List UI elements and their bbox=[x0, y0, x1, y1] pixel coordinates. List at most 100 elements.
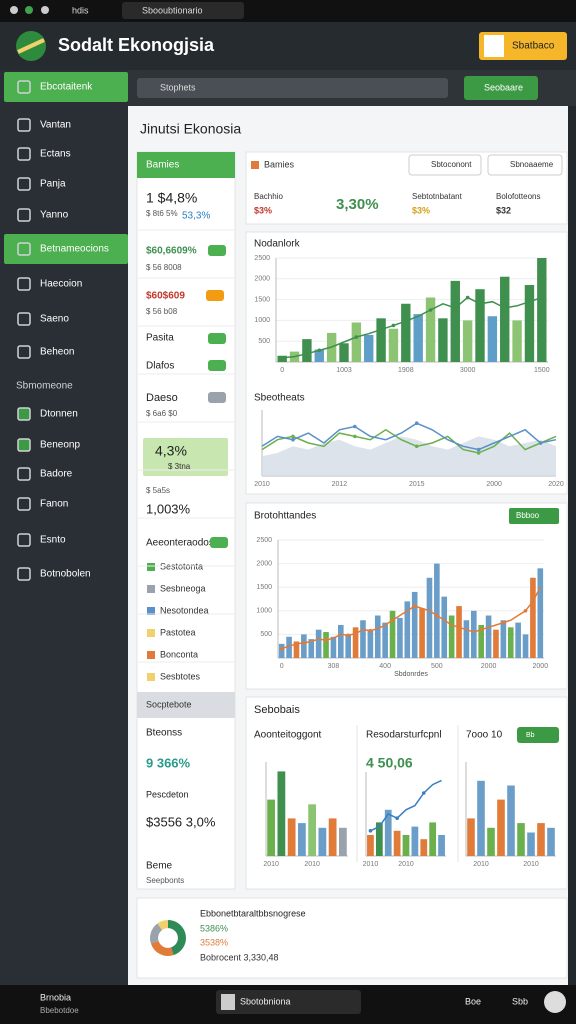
left-line: $60,6609% bbox=[146, 246, 197, 257]
toggle-label[interactable]: Bb bbox=[526, 732, 535, 739]
nav-item[interactable]: Ectans bbox=[40, 149, 71, 160]
logo-mark bbox=[17, 38, 45, 54]
bar bbox=[470, 610, 477, 658]
x-tick-label: 2020 bbox=[548, 481, 564, 488]
bar bbox=[330, 636, 337, 658]
footer-center-label[interactable]: Sbotobniona bbox=[240, 996, 291, 1006]
y-tick-label: 2500 bbox=[256, 537, 272, 544]
trend-dot bbox=[395, 816, 399, 820]
point bbox=[538, 441, 543, 445]
nav-section: Sbmomeone bbox=[16, 381, 73, 392]
x-tick-label: 2000 bbox=[486, 481, 502, 488]
bar bbox=[419, 608, 425, 658]
bar bbox=[411, 591, 418, 658]
app-title: Sodalt Ekonogjsia bbox=[58, 35, 215, 55]
nav-item[interactable]: Esnto bbox=[40, 535, 66, 546]
nav-item[interactable]: Fanon bbox=[40, 499, 68, 510]
nav-icon bbox=[17, 312, 31, 326]
strip-button[interactable] bbox=[408, 154, 482, 176]
nav-item[interactable]: Badore bbox=[40, 469, 73, 480]
point bbox=[414, 421, 419, 426]
toggle[interactable] bbox=[210, 537, 228, 548]
toggle[interactable] bbox=[206, 290, 224, 301]
chart-button[interactable] bbox=[509, 508, 559, 524]
stat-value: $3% bbox=[254, 205, 272, 215]
nav-item[interactable]: Saeno bbox=[40, 314, 69, 325]
bottom-line: Bobrocent 3,330,48 bbox=[200, 952, 279, 962]
stat-value: $3% bbox=[412, 205, 430, 215]
x-tick-label: 308 bbox=[328, 663, 340, 670]
strip-button[interactable] bbox=[487, 154, 563, 176]
nav-item[interactable]: Dtonnen bbox=[40, 409, 78, 420]
bottom-line: 3538% bbox=[200, 937, 228, 947]
search-button[interactable] bbox=[464, 76, 538, 100]
bar bbox=[438, 835, 445, 856]
window-dot[interactable] bbox=[41, 6, 49, 14]
x-tick-label: 1003 bbox=[336, 367, 352, 374]
window-dot[interactable] bbox=[10, 6, 18, 14]
trend-dot bbox=[368, 829, 373, 833]
bar bbox=[522, 634, 529, 658]
bar bbox=[507, 627, 514, 658]
bar bbox=[530, 577, 536, 658]
bar bbox=[367, 629, 374, 658]
footer-avatar[interactable] bbox=[544, 991, 566, 1013]
toggle[interactable] bbox=[517, 727, 559, 743]
bar bbox=[411, 826, 419, 856]
bar bbox=[413, 314, 423, 362]
toggle[interactable] bbox=[208, 392, 226, 403]
toggle[interactable] bbox=[208, 245, 226, 256]
search-box[interactable] bbox=[137, 78, 448, 98]
stat-label: Bolofotteons bbox=[496, 192, 540, 201]
footer-avatar-small bbox=[221, 994, 235, 1010]
nav-item[interactable]: Betnameocions bbox=[40, 244, 109, 255]
nav-item[interactable]: Botnobolen bbox=[40, 569, 91, 580]
left-line: Nesotondea bbox=[160, 605, 209, 615]
nav-item[interactable]: Beheon bbox=[40, 347, 74, 358]
nav-item[interactable]: Vantan bbox=[40, 120, 71, 131]
header-button-label[interactable]: Sbatbaco bbox=[512, 41, 555, 52]
x-tick-label: 0 bbox=[280, 367, 284, 374]
strip-button-label[interactable]: Sbtoconont bbox=[431, 160, 472, 169]
collapse-bar[interactable] bbox=[137, 692, 235, 718]
tab-title: hdis bbox=[72, 5, 89, 15]
strip-title: Bamies bbox=[264, 159, 295, 169]
stat-label: Bachhio bbox=[254, 192, 283, 201]
footer-center[interactable] bbox=[216, 990, 361, 1014]
nav-item[interactable]: Yanno bbox=[40, 210, 69, 221]
search-placeholder: Stophets bbox=[160, 82, 196, 92]
search-button-label[interactable]: Seobaare bbox=[484, 82, 523, 92]
nav-icon bbox=[17, 177, 31, 191]
footer-text: Bbebotdoe bbox=[40, 1006, 79, 1015]
nav-item[interactable]: Panja bbox=[40, 179, 66, 190]
left-line: $ 8t6 5% bbox=[146, 209, 178, 218]
left-line: Beme bbox=[146, 861, 173, 872]
bar bbox=[537, 568, 544, 658]
toggle[interactable] bbox=[208, 360, 226, 371]
x-axis-label: Sbdonrdes bbox=[394, 671, 428, 678]
bar bbox=[389, 610, 396, 658]
nav-item[interactable]: Beneonp bbox=[40, 440, 80, 451]
left-line: Dlafos bbox=[146, 361, 174, 372]
toggle[interactable] bbox=[208, 333, 226, 344]
bar bbox=[500, 620, 507, 658]
bar bbox=[267, 799, 276, 856]
bar bbox=[420, 839, 428, 856]
left-line: Bonconta bbox=[160, 649, 198, 659]
nav-item[interactable]: Ebcotaitenk bbox=[40, 82, 93, 93]
trend-dot bbox=[412, 604, 417, 608]
chart-button-label[interactable]: Bbboo bbox=[516, 511, 540, 520]
footer-text[interactable]: Sbb bbox=[512, 996, 528, 1006]
bar bbox=[441, 596, 448, 658]
nav-item[interactable]: Haecoion bbox=[40, 279, 82, 290]
bar bbox=[426, 577, 433, 658]
left-line: 53,3% bbox=[182, 211, 210, 222]
bar bbox=[388, 328, 399, 362]
browser-tab[interactable] bbox=[122, 2, 244, 19]
window-dot[interactable] bbox=[25, 6, 33, 14]
x-tick-label: 0 bbox=[280, 663, 284, 670]
legend-swatch bbox=[147, 673, 155, 681]
stat-value: 3,30% bbox=[336, 196, 379, 213]
footer-text[interactable]: Boe bbox=[465, 996, 481, 1006]
strip-button-label[interactable]: Sbnoaaeme bbox=[510, 160, 554, 169]
